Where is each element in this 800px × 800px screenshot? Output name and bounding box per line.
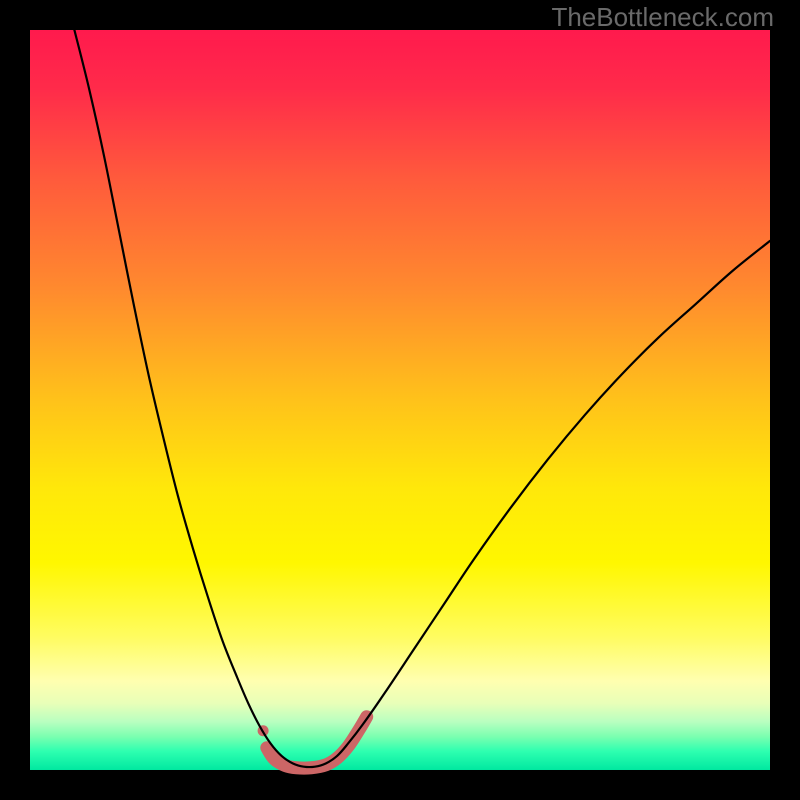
watermark-text: TheBottleneck.com <box>551 2 774 33</box>
bottleneck-curve <box>74 30 770 767</box>
curve-layer <box>30 30 770 770</box>
trough-highlight <box>267 717 367 768</box>
chart-frame <box>0 0 800 800</box>
plot-area <box>30 30 770 770</box>
